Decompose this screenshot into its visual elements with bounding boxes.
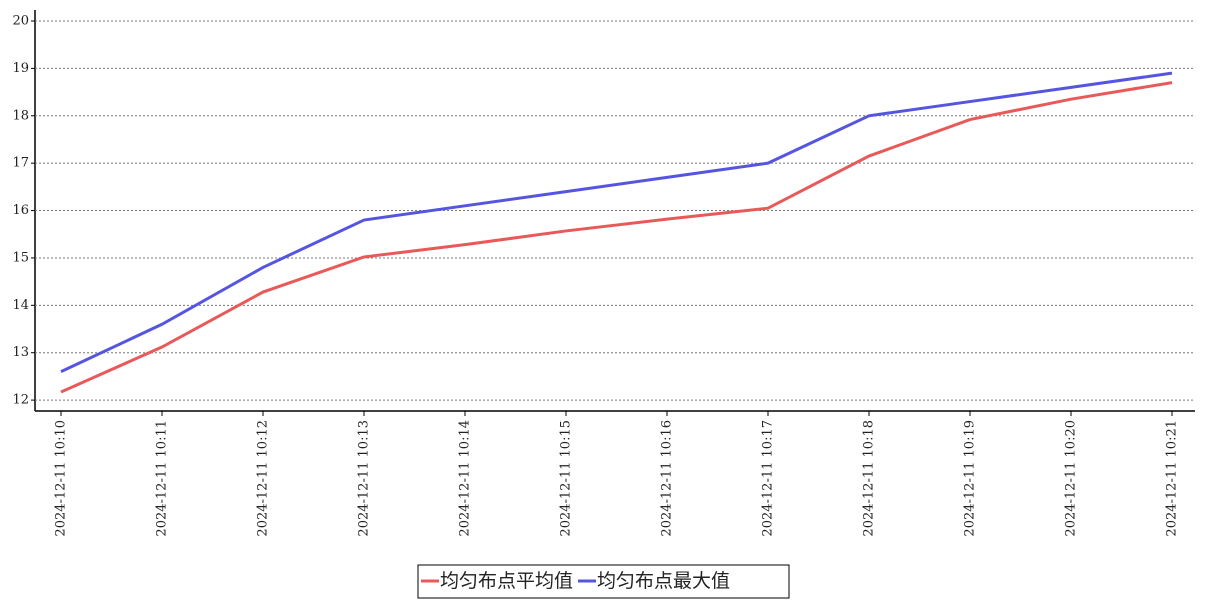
x-tick-label: 2024-12-11 10:11: [155, 420, 170, 537]
legend-label: 均匀布点最大值: [597, 570, 730, 592]
x-tick-label: 2024-12-11 10:18: [862, 420, 877, 537]
y-tick-label: 12: [12, 393, 29, 408]
y-tick-label: 15: [12, 250, 29, 265]
y-tick-label: 16: [12, 203, 29, 218]
y-tick-label: 14: [12, 298, 29, 313]
x-tick-label: 2024-12-11 10:14: [458, 420, 473, 537]
x-tick-label: 2024-12-11 10:12: [256, 420, 271, 537]
x-tick-label: 2024-12-11 10:20: [1064, 420, 1079, 537]
y-tick-label: 17: [12, 156, 29, 171]
legend-label: 均匀布点平均值: [440, 570, 573, 592]
x-tick-label: 2024-12-11 10:13: [357, 420, 372, 537]
x-tick-label: 2024-12-11 10:19: [963, 420, 978, 537]
y-tick-label: 19: [12, 61, 29, 76]
y-tick-label: 18: [12, 108, 29, 123]
legend-box: [417, 564, 790, 599]
x-tick-label: 2024-12-11 10:16: [660, 420, 675, 537]
y-tick-label: 13: [12, 345, 29, 360]
series-line: [60, 71, 1173, 374]
y-tick-label: 20: [12, 14, 29, 29]
x-tick-label: 2024-12-11 10:17: [761, 420, 776, 537]
x-tick-label: 2024-12-11 10:10: [54, 420, 69, 537]
x-tick-label: 2024-12-11 10:15: [559, 420, 574, 537]
x-tick-label: 2024-12-11 10:21: [1165, 420, 1180, 537]
series-line: [60, 81, 1173, 394]
